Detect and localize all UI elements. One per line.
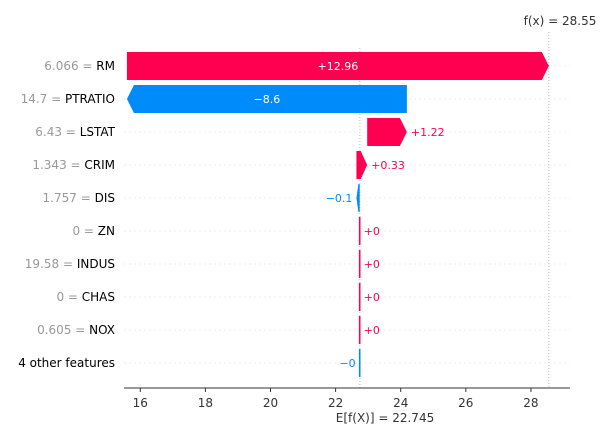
- x-tick-label: 28: [523, 396, 538, 410]
- feature-name: NOX: [89, 323, 115, 337]
- contribution-label: −8.6: [254, 93, 281, 106]
- feature-value: 0 =: [56, 290, 81, 304]
- feature-value: 19.58 =: [25, 257, 77, 271]
- feature-name: PTRATIO: [65, 92, 115, 106]
- x-tick-label: 20: [263, 396, 278, 410]
- feature-label: 6.43 = LSTAT: [35, 125, 115, 139]
- feature-name: CRIM: [84, 158, 115, 172]
- bar-ptratio: [126, 85, 407, 113]
- x-tick-label: 16: [133, 396, 148, 410]
- feature-value: 6.066 =: [44, 59, 96, 73]
- x-tick-label: 26: [458, 396, 473, 410]
- contribution-label: +1.22: [411, 126, 445, 139]
- bar-nox: [358, 316, 361, 344]
- bar-rm: [126, 52, 549, 80]
- bars-layer: +12.96 −8.6 +1.22 +0.33 −0.1 +0 +0 +0 +0 −0: [126, 52, 549, 377]
- feature-value: 14.7 =: [21, 92, 65, 106]
- feature-name: INDUS: [77, 257, 115, 271]
- feature-name: CHAS: [82, 290, 115, 304]
- feature-label: 4 other features: [18, 356, 115, 370]
- feature-name: ZN: [98, 224, 115, 238]
- feature-value: 0.605 =: [37, 323, 89, 337]
- contribution-label: +0: [364, 225, 380, 238]
- x-tick-label: 22: [328, 396, 343, 410]
- feature-label: 14.7 = PTRATIO: [21, 92, 115, 106]
- contribution-label: +0.33: [371, 159, 405, 172]
- feature-labels: 6.066 = RM 14.7 = PTRATIO 6.43 = LSTAT 1.34…: [18, 59, 115, 370]
- bar-indus: [358, 250, 361, 278]
- feature-label: 0 = ZN: [72, 224, 115, 238]
- feature-name: DIS: [95, 191, 115, 205]
- feature-label: 0.605 = NOX: [37, 323, 115, 337]
- contribution-label: −0: [339, 357, 355, 370]
- contribution-label: +12.96: [318, 60, 359, 73]
- x-tick-label: 18: [198, 396, 213, 410]
- bar-crim: [356, 151, 368, 179]
- feature-label: 1.343 = CRIM: [32, 158, 115, 172]
- feature-name: RM: [96, 59, 115, 73]
- contribution-label: +0: [364, 258, 380, 271]
- feature-value: 6.43 =: [35, 125, 79, 139]
- feature-name: LSTAT: [80, 125, 116, 139]
- contribution-label: +0: [364, 324, 380, 337]
- feature-value: 0 =: [72, 224, 97, 238]
- bar-lstat: [367, 118, 407, 146]
- feature-label: 1.757 = DIS: [43, 191, 115, 205]
- feature-label: 0 = CHAS: [56, 290, 115, 304]
- x-tick-label: 24: [393, 396, 408, 410]
- x-axis: 16 18 20 22 24 26 28: [124, 387, 570, 410]
- contribution-label: −0.1: [326, 192, 353, 205]
- feature-value: 1.343 =: [32, 158, 84, 172]
- bar-chas: [358, 283, 361, 311]
- feature-value: 1.757 =: [43, 191, 95, 205]
- bar-zn: [358, 217, 361, 245]
- feature-label: 19.58 = INDUS: [25, 257, 115, 271]
- bar-4-other-features: [358, 349, 361, 377]
- feature-name: 4 other features: [18, 356, 115, 370]
- bar-dis: [356, 184, 360, 212]
- base-value-label: E[f(X)] = 22.745: [336, 411, 434, 425]
- output-value-label: f(x) = 28.55: [524, 14, 597, 28]
- feature-label: 6.066 = RM: [44, 59, 115, 73]
- contribution-label: +0: [364, 291, 380, 304]
